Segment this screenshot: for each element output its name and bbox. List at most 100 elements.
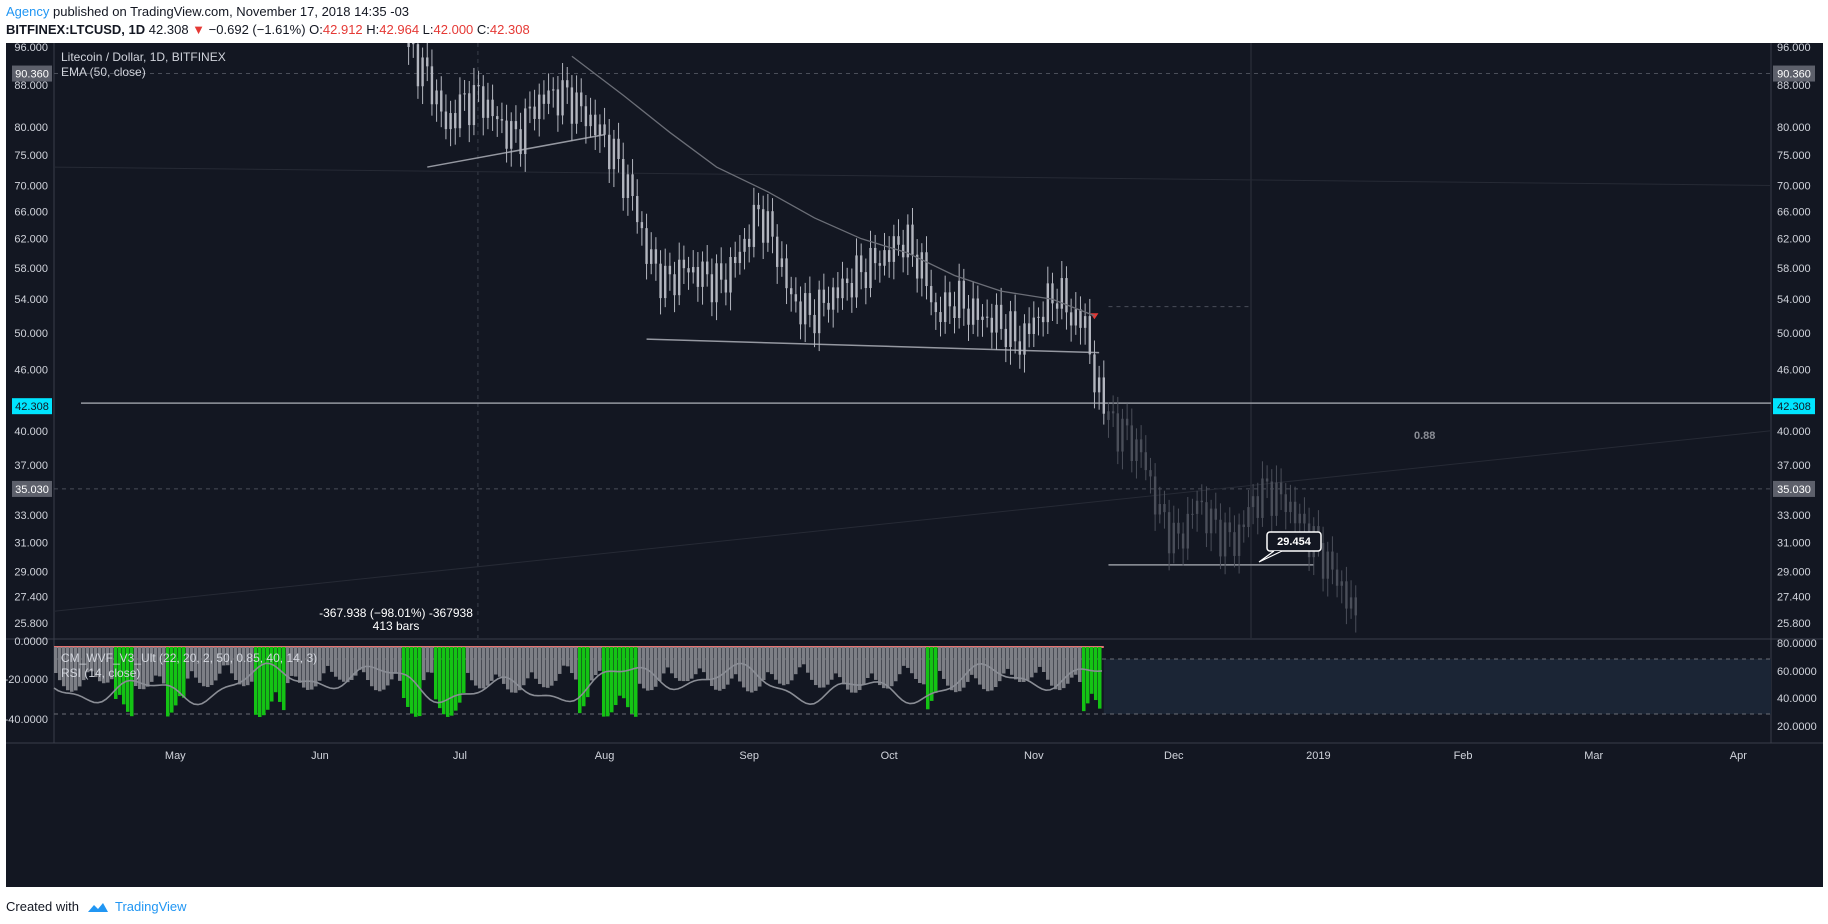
wvf-bar [530,647,534,673]
wvf-bar [306,647,310,690]
wvf-bar [1034,647,1038,673]
candle-body [813,314,816,334]
wvf-bar [1062,647,1066,689]
candle-body [594,114,597,136]
candle-body [920,252,924,279]
candle-body [883,250,886,266]
candle-body [1088,316,1091,355]
publisher-link[interactable]: Agency [6,4,50,19]
wvf-bar [66,647,70,691]
wvf-bar [118,647,122,695]
wvf-bar [354,647,358,676]
candle-body [486,99,490,118]
wvf-bar [430,647,434,673]
wvf-bar [90,647,94,672]
rsi-band-fill [1103,659,1771,714]
candle-body [696,267,700,287]
candle-body [673,274,676,296]
osc-tick-left: -40.0000 [6,714,48,726]
wvf-bar [174,647,178,706]
low-value: 42.000 [433,22,474,37]
y-tick-left: 62.000 [14,234,48,246]
wvf-bar [506,647,510,690]
wvf-bar [110,647,114,680]
projection-candle-body [1172,522,1175,554]
close-label: C: [476,22,490,37]
y-tick-left: 88.000 [14,80,48,92]
projection-candle-body [1345,581,1348,609]
wvf-bar [198,647,202,683]
projection-candle-body [1303,513,1306,524]
wvf-bar [250,647,254,682]
wvf-bar [598,647,602,671]
wvf-bar [218,647,222,674]
candle-body [710,274,714,303]
candle-body [1018,341,1022,355]
wvf-bar [394,647,398,674]
wvf-bar [622,647,626,699]
candle-body [1097,377,1101,393]
projection-candle-body [1242,524,1245,528]
wvf-bar [882,647,886,689]
wvf-bar [414,647,418,717]
candle-body [449,113,452,130]
wvf-bar [338,647,342,680]
price-badge-right-text: 42.308 [1777,401,1811,413]
wvf-bar [462,647,466,694]
wvf-bar [842,647,846,685]
wvf-bar [818,647,822,688]
projection-candle-body [1116,413,1119,452]
candle-body [985,316,989,318]
candle-body [1009,311,1012,348]
wvf-bar [590,647,594,681]
wvf-bar [546,647,550,688]
candle-body [458,94,462,129]
candle-body [589,114,592,127]
projection-candle-body [1279,482,1283,495]
x-tick-label: Sep [739,750,759,762]
candle-body [463,93,466,95]
wvf-bar [486,647,490,686]
candle-body [1083,316,1087,328]
candle-body [617,138,620,160]
price-change: −0.692 (−1.61%) [208,22,306,37]
chart-area[interactable]: 96.000 96.000 88.000 88.000 80.000 80.000 75.0… [6,43,1823,887]
chart-labels: Litecoin / Dollar, 1D, BITFINEX EMA (50,… [61,50,1435,680]
candle-body [948,292,952,307]
candle-body [999,304,1003,329]
wvf-bar [190,647,194,672]
projection-candle-body [1298,513,1301,524]
wvf-bar [286,647,290,684]
candle-body [734,256,737,264]
projection-candle-body [1125,418,1129,426]
candle-body [957,280,961,319]
candle-body [761,209,765,243]
wvf-bar [230,647,234,674]
price-chart[interactable]: 96.000 96.000 88.000 88.000 80.000 80.000 75.0… [6,43,1823,887]
wvf-bar [350,647,354,680]
wvf-bar [802,647,806,665]
wvf-bar [318,647,322,681]
candle-body [845,278,849,284]
wvf-bar [106,647,110,683]
wvf-bar [342,647,346,682]
tradingview-link[interactable]: TradingView [114,899,187,914]
y-tick-right: 29.000 [1777,567,1811,579]
wvf-bar [478,647,482,689]
wvf-bar [242,647,246,687]
y-tick-right: 50.000 [1777,328,1811,340]
wvf-bar [1058,647,1062,691]
y-tick-left: 33.000 [14,510,48,522]
wvf-bar [1046,647,1050,680]
wvf-bar [626,647,630,708]
projection-candles [1107,395,1357,633]
y-tick-right: 25.800 [1777,618,1811,630]
projection-candle-body [1349,597,1353,609]
projection-candle-body [1219,519,1222,557]
wvf-bar [222,647,226,666]
wvf-bar [862,647,866,685]
candle-body [1004,328,1008,348]
y-tick-right: 54.000 [1777,294,1811,306]
wvf-bar [926,647,930,710]
candle-body [556,89,560,116]
